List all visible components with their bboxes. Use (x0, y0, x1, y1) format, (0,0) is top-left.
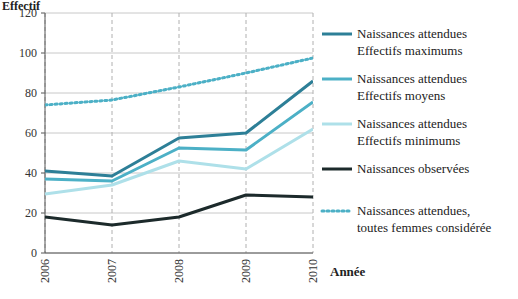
x-grid-line (112, 13, 113, 253)
y-tick (41, 213, 45, 214)
y-tick (41, 13, 45, 14)
plot-area (45, 58, 313, 225)
x-tick-label: 2009 (239, 259, 253, 283)
legend-label: Naissances attendues Effectifs moyens (357, 71, 467, 103)
series-line (45, 195, 313, 225)
series-line (45, 102, 313, 181)
legend-label-line: Naissances attendues (357, 71, 467, 86)
legend-label: Naissances attendues Effectifs minimums (357, 116, 467, 148)
legend-swatch (322, 123, 352, 126)
legend-swatch (322, 78, 352, 81)
y-tick-label: 80 (25, 86, 37, 100)
legend-swatch (322, 33, 352, 36)
legend-label-line: Effectifs maximums (357, 43, 463, 58)
y-tick (41, 173, 45, 174)
x-axis (45, 253, 313, 254)
x-tick-label: 2007 (105, 259, 119, 283)
y-tick-label: 60 (25, 126, 37, 140)
legend-label-line: Effectifs moyens (357, 88, 445, 103)
legend-swatch (322, 168, 352, 171)
legend-label: Naissances attendues Effectifs maximums (357, 26, 467, 58)
y-axis-label: Effectif (2, 0, 41, 13)
y-tick-label: 40 (25, 166, 37, 180)
legend-label-line: Naissances attendues (357, 26, 467, 41)
y-grid-line (45, 53, 313, 54)
y-tick-label: 100 (19, 46, 37, 60)
y-tick-label: 0 (31, 246, 37, 260)
legend-label: Naissances observées (357, 161, 469, 176)
y-grid-line (45, 253, 313, 254)
y-tick-label: 20 (25, 206, 37, 220)
x-tick-label: 2008 (172, 259, 186, 283)
legend-swatch (322, 210, 352, 213)
chart-root: 02040608010012020062007200820092010Effec… (0, 0, 518, 299)
x-tick-label: 2010 (306, 259, 320, 283)
legend-label-line: Naissances attendues (357, 116, 467, 131)
y-tick (41, 53, 45, 54)
x-tick-label: 2006 (38, 259, 52, 283)
series-line (45, 58, 313, 105)
x-axis-label: Année (330, 264, 366, 279)
legend-label: Naissances attendues, toutes femmes consi… (357, 203, 492, 235)
legend-label-line: Naissances observées (357, 161, 469, 176)
legend-label-line: toutes femmes considérée (357, 220, 492, 235)
legend-label-line: Effectifs minimums (357, 133, 460, 148)
x-grid-line (313, 13, 314, 253)
series-line (45, 129, 313, 194)
y-tick (41, 93, 45, 94)
y-tick (41, 133, 45, 134)
y-tick (41, 253, 45, 254)
chart-svg: 02040608010012020062007200820092010Effec… (0, 0, 518, 299)
legend-label-line: Naissances attendues, (357, 203, 470, 218)
